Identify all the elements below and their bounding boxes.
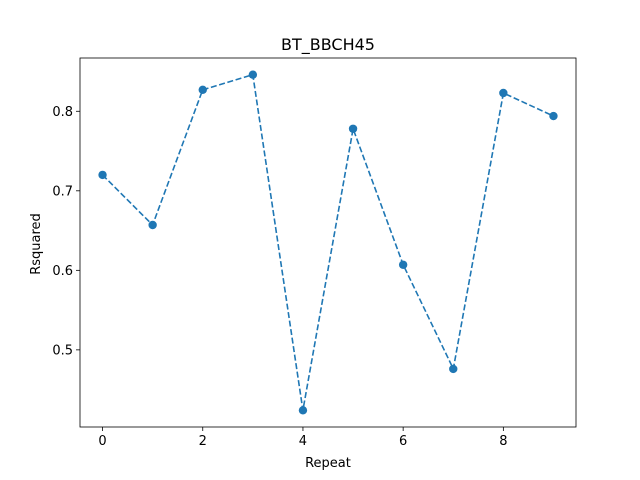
y-axis-label: Rsquared <box>29 213 44 275</box>
data-point <box>298 406 308 415</box>
data-point <box>549 111 558 121</box>
chart-title: BT_BBCH45 <box>281 35 375 55</box>
axes-frame <box>79 57 577 428</box>
y-tick-label: 0.8 <box>52 105 73 120</box>
data-point <box>198 85 207 95</box>
series-line <box>101 73 554 411</box>
data-point <box>148 220 157 230</box>
y-tick-label: 0.5 <box>52 343 73 358</box>
x-tick-label: 8 <box>499 434 507 449</box>
data-point <box>98 170 107 180</box>
data-point <box>499 88 508 98</box>
data-point <box>449 364 458 374</box>
x-tick-label: 4 <box>299 434 307 449</box>
data-point <box>398 260 408 269</box>
data-point <box>348 124 358 133</box>
x-axis-label: Repeat <box>305 456 351 471</box>
plot-area: 0 2 4 6 8 0.5 0.6 0.7 0.8 <box>52 57 577 449</box>
y-tick-label: 0.7 <box>52 184 73 199</box>
x-tick-label: 2 <box>199 434 207 449</box>
y-tick-label: 0.6 <box>52 264 73 279</box>
x-tick-label: 0 <box>98 434 106 449</box>
x-tick-label: 6 <box>399 434 407 449</box>
data-point <box>248 70 258 79</box>
